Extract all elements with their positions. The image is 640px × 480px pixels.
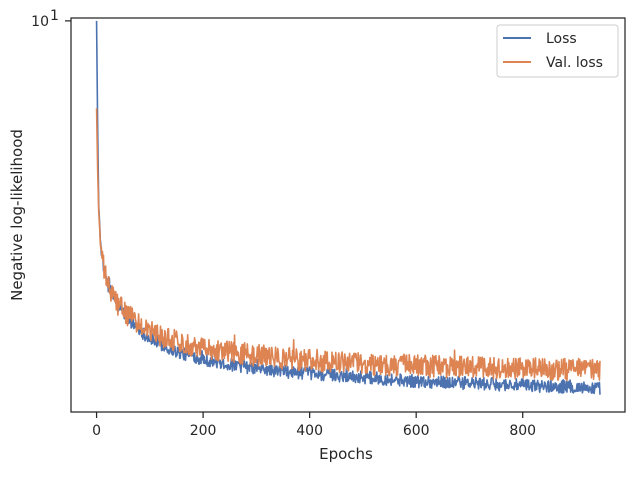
x-tick-label: 0 bbox=[92, 423, 101, 439]
x-tick-label: 200 bbox=[190, 423, 217, 439]
x-tick-label: 800 bbox=[509, 423, 536, 439]
y-axis-label: Negative log-likelihood bbox=[8, 129, 26, 301]
legend: Loss Val. loss bbox=[496, 24, 619, 78]
legend-label-val-loss: Val. loss bbox=[546, 55, 603, 71]
y-tick-label: 10 bbox=[31, 14, 49, 30]
x-tick-label: 600 bbox=[403, 423, 430, 439]
y-tick-exponent: 1 bbox=[50, 8, 59, 24]
legend-label-loss: Loss bbox=[546, 31, 577, 47]
plot-frame bbox=[70, 17, 626, 413]
val-loss-line bbox=[95, 108, 601, 382]
x-axis-label: Epochs bbox=[319, 445, 373, 463]
y-axis: 10 1 bbox=[31, 8, 71, 30]
x-axis: 0 200 400 600 800 bbox=[92, 412, 536, 439]
x-tick-label: 400 bbox=[296, 423, 323, 439]
series-layer bbox=[95, 20, 601, 395]
loss-line bbox=[95, 20, 601, 395]
